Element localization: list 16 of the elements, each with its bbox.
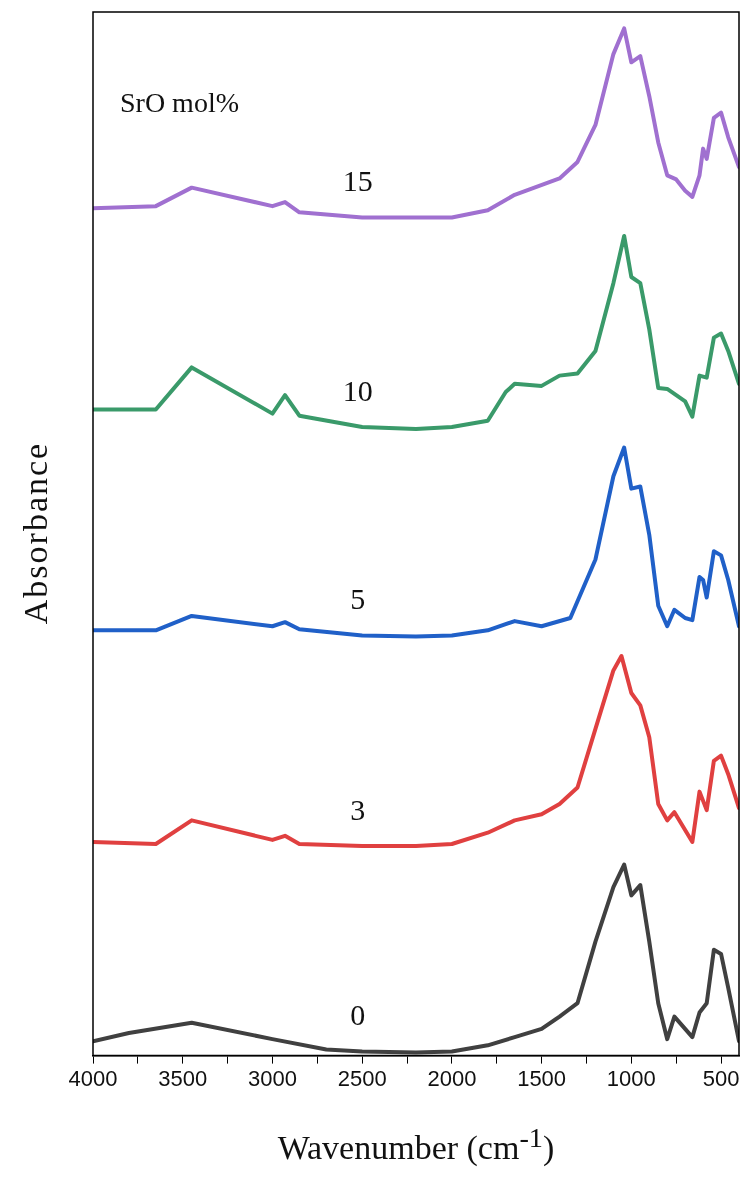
x-tick-label: 2000 — [427, 1065, 477, 1091]
series-label: 10 — [342, 373, 373, 407]
x-tick-label: 1500 — [517, 1065, 567, 1091]
x-tick-label: 4000 — [68, 1065, 118, 1091]
series-label: 5 — [350, 582, 366, 616]
x-tick-label: 3000 — [247, 1065, 297, 1091]
x-tick-label: 500 — [702, 1065, 740, 1091]
legend-title: SrO mol% — [120, 87, 239, 118]
x-tick-label: 3500 — [158, 1065, 208, 1091]
x-tick-label: 2500 — [337, 1065, 387, 1091]
y-axis-title: Absorbance — [17, 441, 55, 625]
x-tick-label: 1000 — [606, 1065, 656, 1091]
x-axis-title: Wavenumber (cm$^{-1}$) — [276, 1122, 556, 1168]
series-label: 3 — [350, 793, 366, 827]
series-label: 0 — [350, 998, 366, 1032]
series-label: 15 — [342, 164, 373, 198]
